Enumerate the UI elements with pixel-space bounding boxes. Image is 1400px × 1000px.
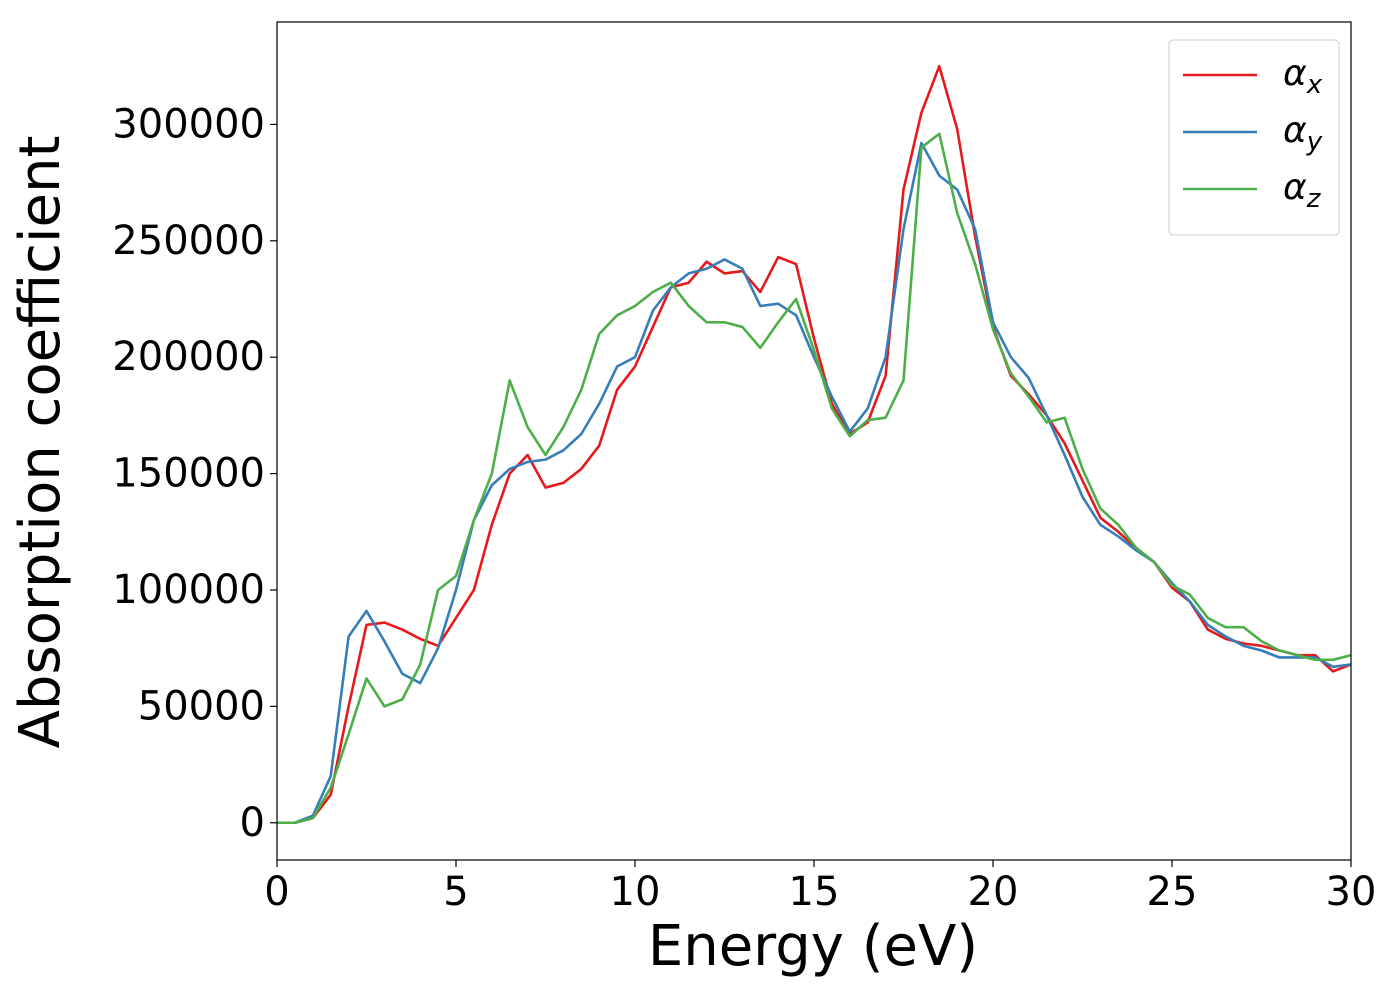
legend-label: αx — [1283, 53, 1323, 100]
y-tick-label: 0 — [240, 800, 265, 846]
line-series — [277, 141, 1352, 825]
legend-label: αy — [1283, 110, 1323, 157]
x-tick-label: 5 — [443, 869, 468, 915]
line-series — [277, 64, 1352, 825]
x-tick-label: 25 — [1147, 869, 1198, 915]
x-tick-label: 30 — [1326, 869, 1377, 915]
y-tick-label: 150000 — [112, 451, 265, 497]
plot-frame — [276, 21, 1352, 861]
y-tick-label: 200000 — [112, 334, 265, 380]
x-tick-label: 15 — [789, 869, 840, 915]
y-tick-label: 100000 — [112, 567, 265, 613]
y-tick-label: 250000 — [112, 218, 265, 264]
y-tick-label: 50000 — [138, 683, 265, 729]
x-tick-label: 0 — [264, 869, 289, 915]
x-axis-label: Energy (eV) — [648, 914, 978, 979]
line-series — [277, 132, 1352, 825]
legend-box — [1168, 39, 1340, 236]
y-tick-label: 300000 — [112, 101, 265, 147]
x-tick-label: 10 — [610, 869, 661, 915]
legend: αx αy αz — [1168, 39, 1340, 236]
y-axis-label: Absorption coefficient — [8, 136, 73, 749]
legend-label: αz — [1283, 167, 1322, 214]
x-tick-label: 20 — [968, 869, 1019, 915]
